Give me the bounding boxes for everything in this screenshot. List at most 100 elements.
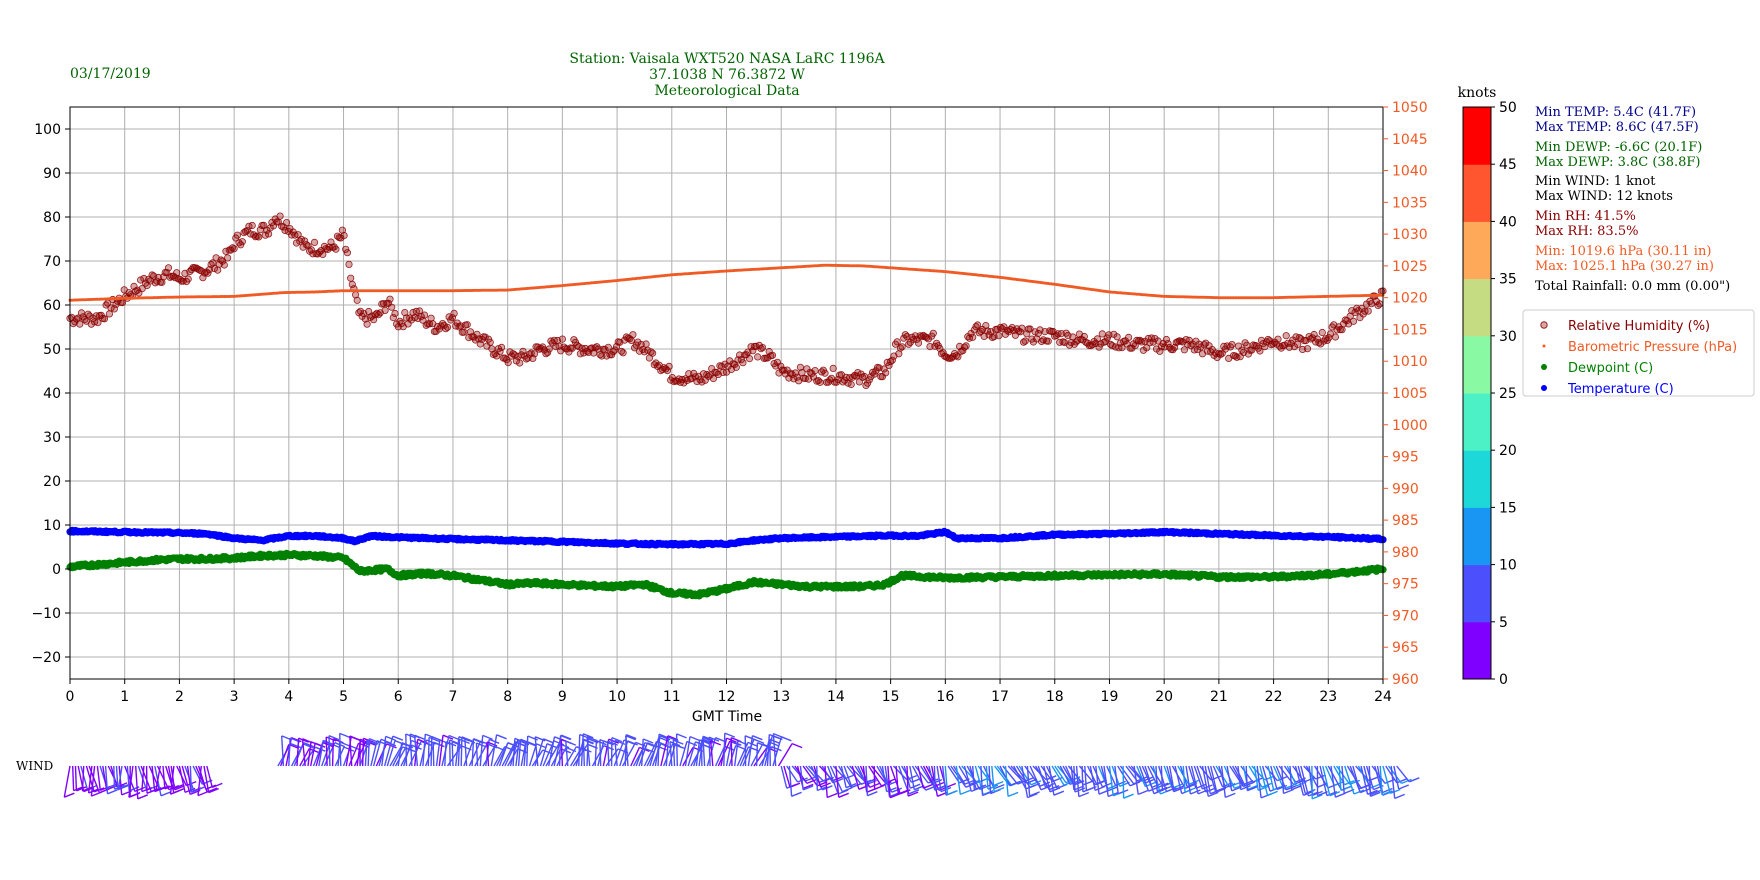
right-y-tick-label: 1020: [1392, 291, 1428, 307]
wind-barb-flag: [197, 790, 209, 797]
data-point: [100, 315, 109, 323]
data-point: [754, 353, 762, 361]
left-y-tick-label: 10: [43, 518, 61, 534]
wind-barb: [780, 765, 788, 789]
data-point: [516, 359, 524, 367]
data-point: [340, 232, 348, 240]
right-y-tick-label: 990: [1392, 481, 1419, 497]
x-tick-label: 13: [772, 689, 790, 705]
wind-label: WIND: [16, 759, 53, 773]
x-tick-label: 12: [718, 689, 736, 705]
wind-barb: [766, 734, 770, 767]
x-tick-label: 8: [503, 689, 512, 705]
wind-barb: [126, 765, 130, 791]
wind-barb: [580, 733, 584, 767]
wind-barb: [675, 733, 678, 767]
data-point: [629, 331, 637, 339]
data-point: [460, 328, 468, 336]
data-point: [255, 233, 263, 241]
wind-barb-flag: [826, 792, 838, 799]
x-tick-label: 11: [663, 689, 681, 705]
wind-barb: [816, 765, 818, 791]
wind-barb-flag: [314, 742, 326, 748]
data-point: [1021, 337, 1029, 345]
data-point: [847, 380, 855, 389]
data-point: [929, 329, 937, 337]
wind-barb: [362, 738, 365, 767]
data-point: [450, 309, 458, 317]
wind-barb: [451, 741, 454, 767]
right-y-tick-label: 1040: [1392, 164, 1428, 180]
wind-barb-flag: [724, 732, 736, 738]
right-y-tick-label: 1035: [1392, 195, 1428, 211]
right-y-tick-label: 1000: [1392, 418, 1428, 434]
wind-barb-flag: [1267, 790, 1278, 797]
wind-barb: [288, 737, 291, 767]
wind-barb: [296, 738, 300, 767]
wind-barb: [594, 740, 598, 767]
data-point: [264, 230, 273, 238]
data-point: [914, 339, 923, 347]
data-point: [768, 351, 777, 359]
wind-barb: [427, 737, 430, 767]
data-point: [347, 274, 355, 282]
left-y-tick-label: 0: [52, 562, 61, 578]
wind-barb-flag: [64, 792, 75, 798]
x-axis-label: GMT Time: [692, 709, 762, 725]
wind-barb: [933, 765, 936, 790]
wind-barb: [405, 733, 408, 767]
data-point: [1303, 345, 1312, 353]
wind-barb: [1220, 765, 1226, 798]
data-point: [463, 321, 471, 329]
data-point: [220, 261, 228, 269]
data-point: [381, 306, 389, 314]
wind-barb: [325, 736, 328, 767]
data-point: [343, 249, 351, 257]
wind-barb: [565, 741, 569, 767]
x-tick-label: 7: [448, 689, 457, 705]
x-tick-label: 18: [1046, 689, 1064, 705]
wind-barb: [74, 765, 78, 791]
x-tick-label: 24: [1374, 689, 1392, 705]
x-tick-label: 19: [1101, 689, 1119, 705]
data-point: [962, 342, 970, 350]
right-y-tick-label: 970: [1392, 608, 1419, 624]
left-y-tick-label: 90: [43, 166, 61, 182]
right-y-tick-label: 1015: [1392, 322, 1428, 338]
wind-barb-flag: [1225, 792, 1236, 799]
wind-barb-flag: [867, 791, 878, 797]
left-y-tick-label: −20: [31, 650, 61, 666]
data-point: [898, 343, 906, 351]
data-point: [204, 269, 212, 277]
right-y-tick-label: 980: [1392, 545, 1419, 561]
wind-barb-flag: [565, 740, 577, 746]
wind-barb-flag: [137, 794, 149, 800]
x-tick-label: 9: [558, 689, 567, 705]
wind-barb-flag: [1078, 791, 1090, 798]
wind-barb: [328, 735, 331, 767]
data-point: [545, 345, 553, 353]
left-y-tick-label: 70: [43, 254, 61, 270]
left-y-tick-label: 80: [43, 210, 61, 226]
data-point: [342, 245, 350, 253]
wind-barb: [349, 735, 353, 767]
data-point: [816, 378, 824, 386]
data-point: [332, 245, 340, 253]
data-point: [882, 369, 890, 377]
wind-barb-flag: [676, 733, 687, 739]
right-y-tick-label: 1025: [1392, 259, 1428, 275]
wind-barb: [162, 765, 166, 789]
x-tick-label: 5: [339, 689, 348, 705]
wind-barb: [479, 735, 484, 767]
wind-barb-flag: [1053, 790, 1065, 796]
data-point: [297, 235, 305, 243]
wind-barb: [1084, 765, 1088, 791]
x-tick-label: 15: [882, 689, 900, 705]
wind-barb: [444, 741, 447, 767]
data-point: [619, 349, 627, 357]
right-y-tick-label: 1030: [1392, 227, 1428, 243]
wind-barb: [339, 733, 342, 767]
data-point: [1113, 333, 1121, 341]
right-y-tick-label: 1010: [1392, 354, 1428, 370]
